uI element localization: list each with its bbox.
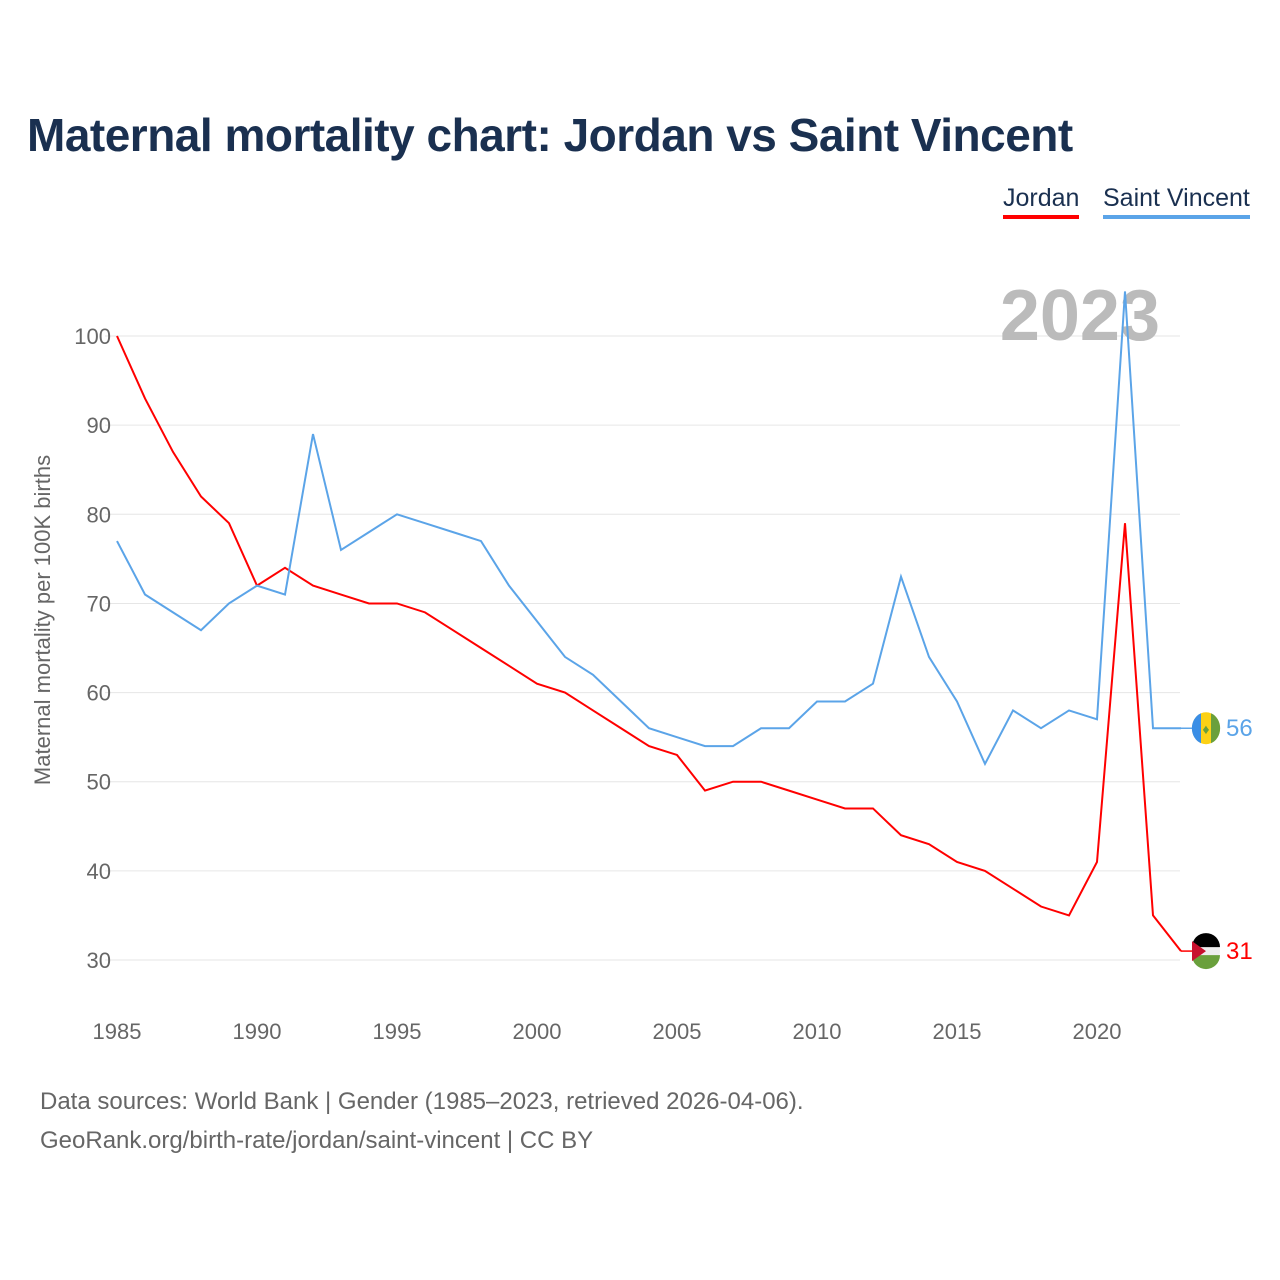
x-tick-label: 2005 — [653, 1019, 702, 1044]
flag-stripe — [1191, 713, 1201, 744]
y-tick-label: 50 — [87, 770, 111, 795]
footer-sources: Data sources: World Bank | Gender (1985–… — [40, 1088, 804, 1115]
x-tick-label: 2015 — [933, 1019, 982, 1044]
chart-title: Maternal mortality chart: Jordan vs Sain… — [27, 109, 1073, 161]
flag-triangle — [1192, 941, 1206, 962]
series-line-saint-vincent — [116, 291, 1181, 767]
x-tick-label: 2000 — [513, 1019, 562, 1044]
y-tick-label: 100 — [74, 324, 111, 349]
y-tick-label: 30 — [87, 948, 111, 973]
x-tick-label: 2010 — [793, 1019, 842, 1044]
legend-saint-vincent[interactable]: Saint Vincent — [1103, 184, 1250, 219]
series-line-jordan — [116, 335, 1182, 952]
end-value-label: 31 — [1226, 938, 1253, 965]
x-tick-label: 1985 — [93, 1019, 142, 1044]
x-tick-label: 2020 — [1073, 1019, 1122, 1044]
y-tick-label: 80 — [87, 502, 111, 527]
x-tick-label: 1995 — [373, 1019, 422, 1044]
flag-stripe — [1211, 713, 1221, 744]
footer-link[interactable]: GeoRank.org/birth-rate/jordan/saint-vinc… — [40, 1127, 594, 1154]
flag-stripe — [1192, 955, 1220, 970]
year-watermark: 2023 — [1000, 276, 1160, 356]
end-value-label: 56 — [1226, 715, 1253, 742]
y-tick-label: 70 — [87, 591, 111, 616]
y-tick-label: 90 — [87, 413, 111, 438]
y-tick-label: 60 — [87, 681, 111, 706]
flag-stripe — [1192, 933, 1220, 948]
y-tick-label: 40 — [87, 859, 111, 884]
y-axis-label: Maternal mortality per 100K births — [30, 455, 55, 785]
flag-diamonds: ♦ — [1202, 721, 1209, 737]
x-tick-label: 1990 — [233, 1019, 282, 1044]
legend-jordan[interactable]: Jordan — [1003, 184, 1080, 219]
